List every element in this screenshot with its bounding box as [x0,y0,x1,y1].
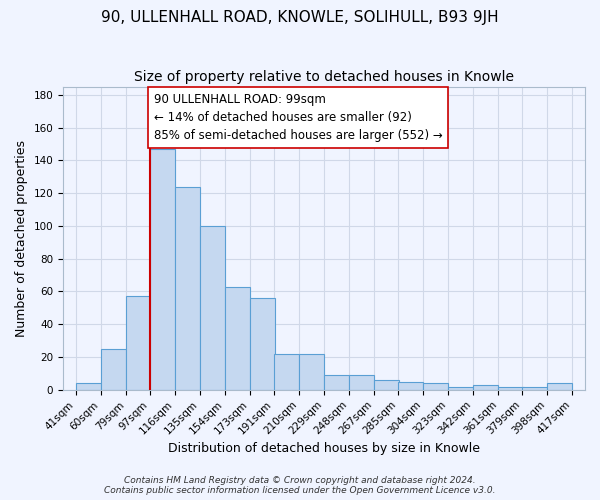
Bar [473,385,499,390]
Bar [374,380,400,390]
Bar [101,349,126,390]
X-axis label: Distribution of detached houses by size in Knowle: Distribution of detached houses by size … [168,442,480,455]
Bar [200,226,225,390]
Bar [324,375,349,390]
Text: Contains HM Land Registry data © Crown copyright and database right 2024.
Contai: Contains HM Land Registry data © Crown c… [104,476,496,495]
Title: Size of property relative to detached houses in Knowle: Size of property relative to detached ho… [134,70,514,84]
Bar [274,354,299,390]
Text: 90, ULLENHALL ROAD, KNOWLE, SOLIHULL, B93 9JH: 90, ULLENHALL ROAD, KNOWLE, SOLIHULL, B9… [101,10,499,25]
Bar [76,384,101,390]
Bar [522,386,547,390]
Bar [448,386,473,390]
Bar [349,375,374,390]
Bar [499,386,524,390]
Bar [175,186,200,390]
Bar [423,384,448,390]
Bar [225,286,250,390]
Bar [299,354,324,390]
Bar [149,149,175,390]
Bar [547,384,572,390]
Bar [126,296,151,390]
Bar [250,298,275,390]
Text: 90 ULLENHALL ROAD: 99sqm
← 14% of detached houses are smaller (92)
85% of semi-d: 90 ULLENHALL ROAD: 99sqm ← 14% of detach… [154,93,442,142]
Bar [398,382,423,390]
Y-axis label: Number of detached properties: Number of detached properties [15,140,28,336]
